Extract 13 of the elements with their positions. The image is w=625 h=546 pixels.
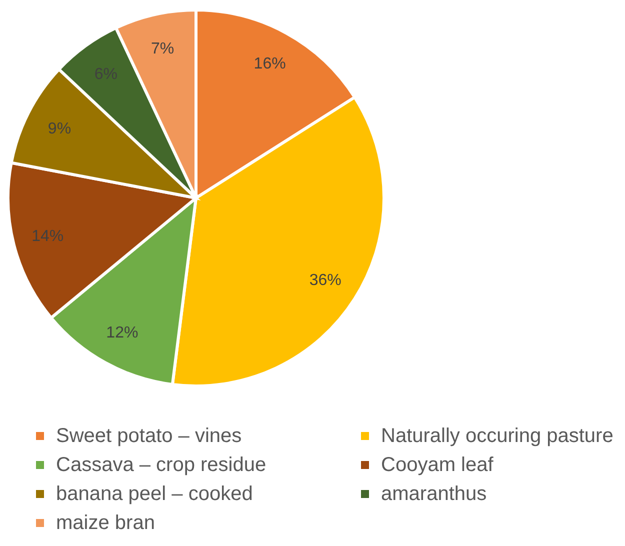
legend-label: banana peel – cooked <box>56 483 253 505</box>
data-label: 12% <box>106 324 138 342</box>
legend-label: Sweet potato – vines <box>56 425 242 447</box>
legend-label: Cooyam leaf <box>381 454 494 476</box>
legend-label: Cassava – crop residue <box>56 454 266 476</box>
legend-label: amaranthus <box>381 483 487 505</box>
legend-label: Naturally occuring pasture <box>381 425 614 447</box>
data-label: 9% <box>48 120 72 138</box>
data-label: 36% <box>309 272 342 290</box>
data-label: 7% <box>151 40 174 58</box>
data-label: 14% <box>32 228 64 246</box>
legend-label: maize bran <box>56 512 155 534</box>
data-label: 16% <box>254 56 286 73</box>
